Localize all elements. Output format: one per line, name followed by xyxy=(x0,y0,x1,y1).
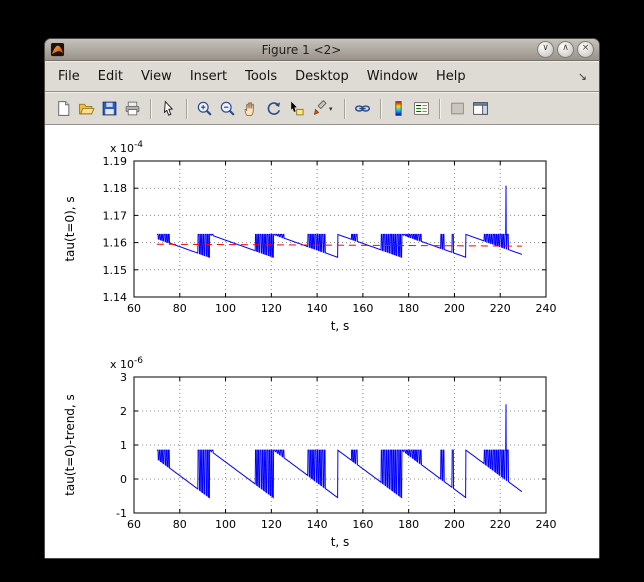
toolbar-separator xyxy=(186,98,187,119)
insert-colorbar-button[interactable] xyxy=(387,97,410,120)
svg-text:-1: -1 xyxy=(116,507,127,520)
svg-text:140: 140 xyxy=(307,518,328,531)
hide-plot-tools-icon xyxy=(451,102,464,115)
svg-text:80: 80 xyxy=(173,518,187,531)
svg-text:220: 220 xyxy=(490,518,511,531)
window-controls: ∨ ∧ × xyxy=(534,41,594,58)
shade-button[interactable]: ∨ xyxy=(537,41,554,58)
printer-icon xyxy=(125,101,140,116)
zoom-out-icon xyxy=(220,101,235,116)
open-folder-icon xyxy=(79,103,95,115)
svg-text:x 10-4: x 10-4 xyxy=(110,140,143,155)
figure-window: Figure 1 <2> ∨ ∧ × File Edit View Insert Tools… xyxy=(44,38,600,559)
svg-text:100: 100 xyxy=(215,518,236,531)
svg-text:0: 0 xyxy=(120,473,127,486)
svg-text:140: 140 xyxy=(307,302,328,315)
cursor-arrow-icon xyxy=(163,100,174,116)
save-figure-button[interactable] xyxy=(98,97,121,120)
menu-tools[interactable]: Tools xyxy=(245,69,278,84)
svg-text:1.14: 1.14 xyxy=(103,291,128,304)
new-figure-button[interactable] xyxy=(52,97,75,120)
toolbar-separator xyxy=(150,98,151,119)
titlebar[interactable]: Figure 1 <2> ∨ ∧ × xyxy=(45,39,599,61)
menu-view[interactable]: View xyxy=(140,69,172,84)
show-plot-tools-icon xyxy=(473,102,488,115)
zoom-in-button[interactable] xyxy=(193,97,216,120)
insert-legend-button[interactable] xyxy=(410,97,433,120)
link-plot-button[interactable] xyxy=(351,97,374,120)
brush-button[interactable] xyxy=(308,97,331,120)
svg-text:160: 160 xyxy=(352,302,373,315)
svg-text:120: 120 xyxy=(261,302,282,315)
menu-window[interactable]: Window xyxy=(366,69,419,84)
menubar: File Edit View Insert Tools Desktop Window Help… xyxy=(45,61,599,92)
dock-figure-button[interactable]: ↘ xyxy=(577,70,587,83)
matlab-app-icon xyxy=(50,42,65,57)
subplot-top[interactable]: 60 80 100 120 140 160 180 200 220 240 1.14 1.15 1.16… xyxy=(48,127,596,343)
svg-text:80: 80 xyxy=(173,302,187,315)
hide-plot-tools-button[interactable] xyxy=(446,97,469,120)
svg-text:60: 60 xyxy=(127,518,141,531)
brush-dropdown-caret[interactable]: ▾ xyxy=(329,104,333,113)
svg-text:1.19: 1.19 xyxy=(103,155,128,168)
menu-insert[interactable]: Insert xyxy=(189,69,228,84)
svg-text:1.17: 1.17 xyxy=(103,209,128,222)
svg-text:2: 2 xyxy=(120,405,127,418)
open-file-button[interactable] xyxy=(75,97,98,120)
svg-text:240: 240 xyxy=(536,518,557,531)
svg-text:tau(t=0), s: tau(t=0), s xyxy=(63,196,77,261)
svg-text:t, s: t, s xyxy=(331,535,350,549)
save-icon xyxy=(102,101,117,116)
svg-text:t, s: t, s xyxy=(331,319,350,333)
menu-file[interactable]: File xyxy=(58,69,80,84)
figure-canvas[interactable]: 60 80 100 120 140 160 180 200 220 240 1.14 1.15 1.16… xyxy=(45,125,599,558)
svg-text:100: 100 xyxy=(215,302,236,315)
window-title: Figure 1 <2> xyxy=(261,42,342,57)
rotate-icon xyxy=(267,102,281,115)
menu-help[interactable]: Help xyxy=(436,69,466,84)
colorbar-icon xyxy=(395,101,402,116)
data-cursor-icon xyxy=(291,101,304,116)
svg-text:60: 60 xyxy=(127,302,141,315)
print-figure-button[interactable] xyxy=(121,97,144,120)
toolbar: ▾ xyxy=(45,92,599,125)
svg-text:1.18: 1.18 xyxy=(103,182,128,195)
new-document-icon xyxy=(58,101,70,116)
svg-text:1: 1 xyxy=(120,439,127,452)
svg-text:200: 200 xyxy=(444,302,465,315)
brush-icon xyxy=(313,100,327,115)
svg-text:tau(t=0)-trend, s: tau(t=0)-trend, s xyxy=(63,394,77,496)
data-cursor-button[interactable] xyxy=(285,97,308,120)
menu-edit[interactable]: Edit xyxy=(97,69,123,84)
maximize-button[interactable]: ∧ xyxy=(557,41,574,58)
svg-text:1.16: 1.16 xyxy=(103,237,128,250)
svg-text:180: 180 xyxy=(398,518,419,531)
hand-icon xyxy=(244,102,254,116)
svg-text:180: 180 xyxy=(398,302,419,315)
svg-text:200: 200 xyxy=(444,518,465,531)
link-icon xyxy=(354,105,371,112)
toolbar-separator xyxy=(344,98,345,119)
svg-text:160: 160 xyxy=(352,518,373,531)
toolbar-separator xyxy=(380,98,381,119)
zoom-in-icon xyxy=(197,101,212,116)
svg-text:240: 240 xyxy=(536,302,557,315)
svg-text:120: 120 xyxy=(261,518,282,531)
svg-text:220: 220 xyxy=(490,302,511,315)
close-button[interactable]: × xyxy=(577,41,594,58)
svg-text:1.15: 1.15 xyxy=(103,264,128,277)
svg-text:3: 3 xyxy=(120,371,127,384)
edit-plot-button[interactable] xyxy=(157,97,180,120)
rotate-3d-button[interactable] xyxy=(262,97,285,120)
toolbar-separator xyxy=(439,98,440,119)
subplot-bottom[interactable]: 60 80 100 120 140 160 180 200 220 240 -1 0 1 2 3x 10-6… xyxy=(48,343,596,559)
menu-desktop[interactable]: Desktop xyxy=(295,69,349,84)
zoom-out-button[interactable] xyxy=(216,97,239,120)
svg-text:x 10-6: x 10-6 xyxy=(110,356,143,371)
show-plot-tools-button[interactable] xyxy=(469,97,492,120)
pan-button[interactable] xyxy=(239,97,262,120)
legend-icon xyxy=(414,102,429,115)
